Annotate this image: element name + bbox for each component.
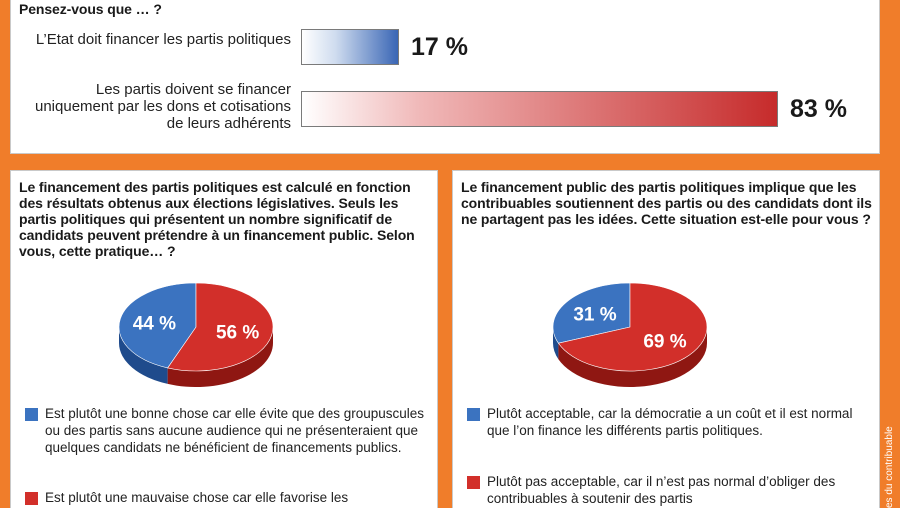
bar-value-donations: 83 %: [790, 95, 847, 123]
red-legend-swatch: [467, 476, 480, 489]
blue-legend-swatch: [467, 408, 480, 421]
right-pie-slice-red: [557, 282, 708, 372]
left-question: Le financement des partis politiques est…: [19, 179, 415, 259]
top-question: Pensez-vous que … ?: [19, 1, 162, 17]
left-legend-text-good: Est plutôt une bonne chose car elle évit…: [45, 406, 425, 455]
right-legend-item-not-acceptable: Plutôt pas acceptable, car il n’est pas …: [467, 473, 867, 507]
left-pie-side-blue-0: [119, 327, 168, 384]
right-legend-text-acceptable: Plutôt acceptable, car la démocratie a u…: [487, 406, 853, 438]
bar-label-state-financing: L’Etat doit financer les partis politiqu…: [35, 31, 291, 48]
right-pie-side-red-0: [558, 327, 707, 387]
left-legend-item-good: Est plutôt une bonne chose car elle évit…: [25, 405, 425, 456]
side-credit-text: es du contribuable: [884, 426, 895, 508]
right-legend-text-not-acceptable: Plutôt pas acceptable, car il n’est pas …: [487, 474, 836, 506]
right-pie-side-blue-0: [553, 327, 559, 360]
left-legend-item-bad: Est plutôt une mauvaise chose car elle f…: [25, 489, 425, 506]
left-pie-slice-red: [167, 282, 274, 372]
bar-label-donations: Les partis doivent se financer uniquemen…: [35, 81, 291, 132]
right-legend-item-acceptable: Plutôt acceptable, car la démocratie a u…: [467, 405, 867, 439]
left-pie-chart: 44 % 56 %: [116, 279, 281, 394]
right-pie-label-blue: 31 %: [573, 304, 616, 325]
right-question: Le financement public des partis politiq…: [461, 179, 872, 227]
right-pie-chart: 31 % 69 %: [550, 279, 715, 394]
left-pie-label-red: 56 %: [216, 323, 259, 344]
left-legend-text-bad: Est plutôt une mauvaise chose car elle f…: [45, 490, 349, 505]
top-bar-chart-panel: Pensez-vous que … ? L’Etat doit financer…: [10, 0, 880, 154]
left-pie-label-blue: 44 %: [133, 313, 176, 334]
bar-state-financing: [301, 29, 399, 65]
right-pie-label-red: 69 %: [643, 332, 686, 353]
red-legend-swatch: [25, 492, 38, 505]
left-pie-panel: Le financement des partis politiques est…: [10, 170, 438, 508]
blue-legend-swatch: [25, 408, 38, 421]
left-pie-slice-blue: [118, 282, 197, 369]
right-pie-slice-blue: [552, 282, 631, 344]
bar-donations: [301, 91, 778, 127]
left-pie-side-red-0: [167, 327, 273, 387]
bar-value-state-financing: 17 %: [411, 33, 468, 61]
right-pie-panel: Le financement public des partis politiq…: [452, 170, 880, 508]
